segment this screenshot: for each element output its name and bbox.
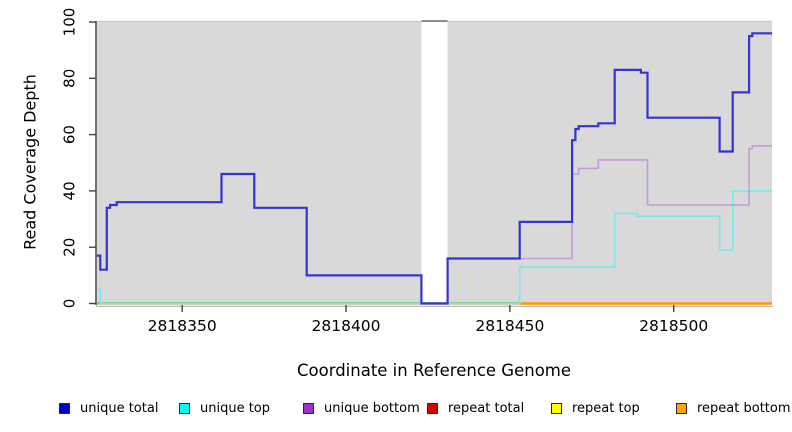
y-tick-label: 0	[61, 299, 79, 309]
legend-item-repeat-top: repeat top	[551, 400, 640, 416]
coverage-plot: 0 20 40 60 80 100 2818350 2818400 2818450 2818500	[61, 8, 773, 335]
legend-item-unique-bottom: unique bottom	[303, 400, 420, 416]
legend-swatch-repeat-total	[427, 402, 438, 414]
legend-item-repeat-bottom: repeat bottom	[676, 400, 791, 416]
legend-label: unique bottom	[324, 400, 420, 416]
legend: unique total unique top unique bottom repea…	[0, 400, 792, 420]
legend-item-unique-top: unique top	[179, 400, 270, 416]
x-tick-label: 2818450	[475, 317, 544, 335]
series-unique-bottom-line	[447, 145, 772, 260]
x-axis-title: Coordinate in Reference Genome	[296, 361, 572, 380]
legend-swatch-repeat-top	[551, 402, 562, 414]
x-tick-label: 2818500	[639, 317, 708, 335]
y-tick-label: 100	[61, 8, 79, 37]
legend-swatch-unique-total	[59, 402, 70, 414]
legend-swatch-repeat-bottom	[676, 402, 687, 414]
no-data-gap	[421, 20, 448, 304]
x-tick-label: 2818350	[148, 317, 217, 335]
legend-label: unique total	[80, 400, 159, 416]
legend-label: unique top	[200, 400, 271, 416]
legend-swatch-unique-top	[179, 402, 190, 414]
legend-label: repeat total	[448, 400, 525, 416]
y-tick-label: 60	[61, 125, 79, 144]
y-tick-label: 40	[61, 181, 79, 200]
series-unique-top-line	[97, 190, 772, 305]
legend-label: repeat bottom	[697, 400, 791, 416]
legend-swatch-unique-bottom	[303, 402, 314, 414]
y-tick-label: 80	[61, 69, 79, 88]
legend-item-unique-total: unique total	[59, 400, 158, 416]
series-unique-total-line	[97, 32, 772, 305]
legend-item-repeat-total: repeat total	[427, 400, 524, 416]
x-tick-label: 2818400	[312, 317, 381, 335]
y-tick-label: 20	[61, 238, 79, 257]
legend-label: repeat top	[572, 400, 640, 416]
y-axis-title: Read Coverage Depth	[20, 74, 40, 250]
